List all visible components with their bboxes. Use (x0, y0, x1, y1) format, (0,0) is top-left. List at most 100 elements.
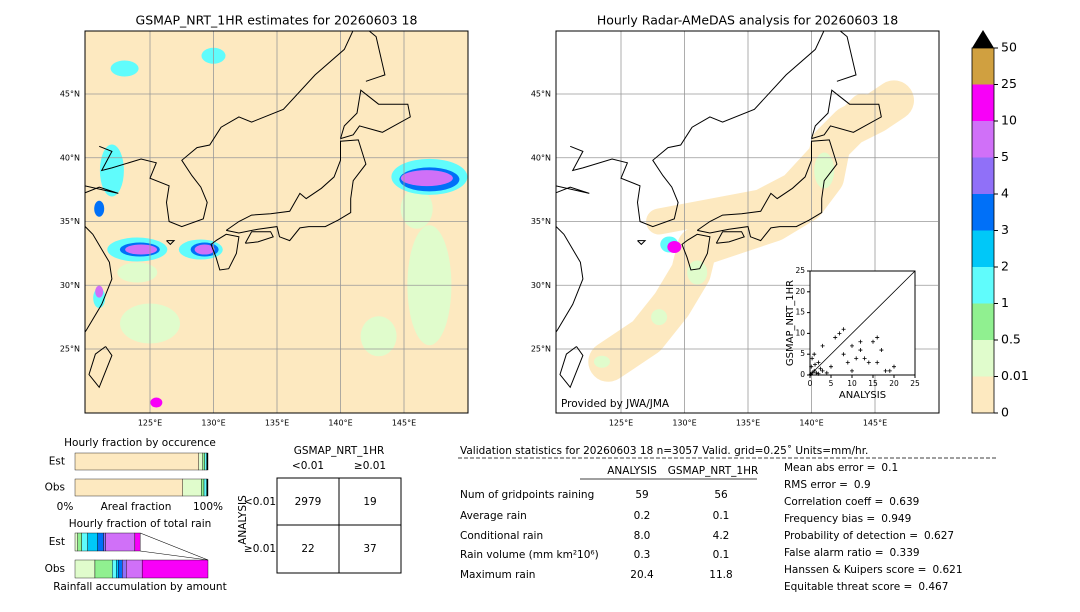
scatter-point (850, 368, 854, 373)
scatter-point (892, 364, 896, 369)
colorbar-label: 4 (1001, 186, 1009, 201)
score-label: Probability of detection = (784, 530, 918, 542)
scatter-point (845, 360, 850, 365)
bar-segment (202, 452, 205, 471)
scatter-point (814, 370, 819, 375)
coastline (556, 185, 590, 334)
table-cell: 0.1 (713, 510, 730, 522)
rain-area (125, 244, 158, 255)
rain-area (593, 355, 610, 368)
scatter-point (816, 371, 821, 376)
table-cell: 20.4 (630, 569, 654, 581)
score: Equitable threat score = 0.467 (784, 581, 948, 593)
scatter-point (820, 368, 825, 373)
rain-area (400, 170, 453, 187)
score-label: Equitable threat score = (784, 581, 912, 593)
coastline (811, 89, 882, 140)
lat-label: 45°N (60, 90, 80, 99)
row-label: Obs (45, 482, 65, 494)
lat-label: 35°N (60, 217, 80, 226)
coastline (681, 233, 711, 271)
scatter-point (850, 343, 854, 348)
scatter-point (820, 343, 825, 348)
bar-segment (118, 559, 123, 579)
coastline (225, 139, 367, 242)
coastline (340, 89, 411, 140)
colorbar-segment (972, 303, 994, 340)
table-cell: 59 (635, 489, 648, 501)
score: Probability of detection = 0.627 (784, 530, 954, 542)
scatter-point (816, 360, 821, 365)
coastline (836, 31, 857, 82)
lon-label: 130°E (201, 419, 225, 428)
row-label: Num of gridpoints raining (460, 489, 594, 501)
colorbar-label: 50 (1001, 40, 1017, 55)
scatter-point (871, 339, 875, 344)
lat-label: 25°N (531, 345, 551, 354)
credit: Provided by JWA/JMA (561, 398, 670, 410)
rain-area (94, 200, 105, 217)
scatter-point (812, 368, 817, 373)
colorbar-segment (972, 340, 994, 377)
scatter-point (879, 348, 884, 353)
bar-segment (206, 478, 209, 497)
map (85, 31, 468, 413)
rain-area (110, 60, 139, 77)
bar-segment (105, 532, 136, 552)
coastline (88, 346, 113, 389)
row-label: Est (49, 456, 65, 468)
table-cell: 37 (363, 543, 376, 555)
table-cell: 56 (714, 489, 728, 501)
coastline (210, 233, 240, 271)
scatter-point (841, 327, 846, 332)
bar-segment (206, 452, 209, 471)
rain-area (400, 188, 433, 229)
bar-segment (141, 559, 209, 579)
scatter-point (854, 356, 859, 361)
colorbar-segment (972, 267, 994, 304)
bar-segment (198, 452, 203, 471)
y-tick-label: 25 (795, 266, 805, 275)
map-frame (84, 30, 469, 414)
score-value: 0.9 (854, 479, 871, 491)
row-label: Est (49, 536, 65, 548)
x-axis-label: ANALYSIS (839, 390, 886, 401)
coastline (637, 240, 647, 246)
connector (140, 550, 209, 561)
lon-label: 145°E (392, 419, 416, 428)
table-cell: 8.0 (634, 530, 651, 542)
score-label: Hanssen & Kuipers score = (784, 564, 926, 576)
column-header: ANALYSIS (607, 465, 657, 477)
bar-segment (74, 559, 96, 579)
row-label: Average rain (460, 510, 527, 522)
x-tick-label: 15 (868, 379, 878, 388)
table-title: GSMAP_NRT_1HR (294, 445, 385, 457)
lat-label: 40°N (531, 153, 551, 162)
lat-label: 25°N (60, 345, 80, 354)
table-cell: 4.2 (713, 530, 730, 542)
coastline (715, 231, 745, 244)
x-tick-label: 0 (808, 379, 813, 388)
score: Hanssen & Kuipers score = 0.621 (784, 564, 963, 576)
score: False alarm ratio = 0.339 (784, 547, 920, 559)
colorbar-segment (972, 121, 994, 158)
table-cell: 0.2 (634, 510, 651, 522)
bar-segment (77, 532, 82, 552)
row-header: <0.01 (244, 496, 276, 508)
rain-area (194, 244, 215, 255)
colorbar-label: 3 (1001, 222, 1009, 237)
score-value: 0.639 (889, 496, 919, 508)
colorbar-label: 25 (1001, 76, 1017, 91)
lon-label: 135°E (265, 419, 289, 428)
bar-segment (116, 559, 119, 579)
scatter-point (813, 362, 818, 367)
colorbar-segment (972, 48, 994, 85)
map-title: Hourly Radar-AMeDAS analysis for 2026060… (597, 13, 898, 28)
row-label: Maximum rain (460, 569, 535, 581)
coastline (244, 231, 274, 244)
y-tick-label: 0 (800, 370, 805, 379)
lon-label: 125°E (609, 419, 633, 428)
colorbar-label: 2 (1001, 259, 1009, 274)
scatter-point (824, 370, 829, 375)
colorbar-segment (972, 194, 994, 231)
